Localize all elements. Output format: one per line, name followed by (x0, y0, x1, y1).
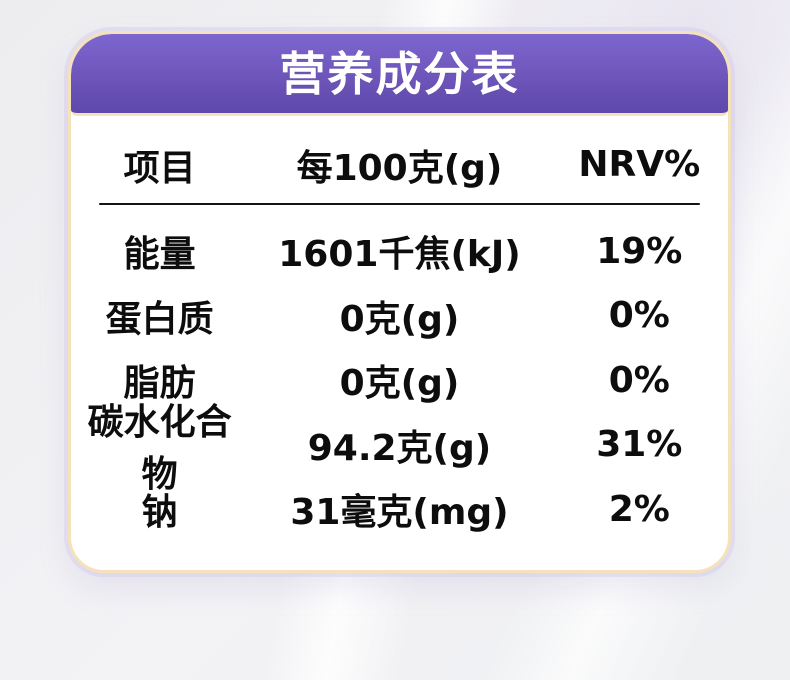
nutrient-amount: 31毫克(mg) (290, 492, 509, 534)
nutrient-name: 钠 (141, 492, 178, 534)
nutrition-table: 项目 每100克(g) NRV% 能量 1601千焦(kJ) 19% 蛋白质 0… (71, 116, 728, 542)
column-header-per-100g: 每100克(g) (296, 147, 503, 189)
nutrient-nrv: 19% (596, 230, 683, 272)
nutrient-name: 脂肪 (123, 363, 196, 405)
column-header-nrv: NRV% (578, 144, 701, 185)
table-row-carbohydrate: 碳水化合物 94.2克(g) 31% (71, 402, 728, 495)
table-row-energy: 能量 1601千焦(kJ) 19% (71, 219, 728, 284)
nutrient-amount: 94.2克(g) (307, 427, 492, 469)
table-row-protein: 蛋白质 0克(g) 0% (71, 284, 728, 349)
nutrition-title: 营养成分表 (279, 46, 520, 101)
nutrient-nrv: 0% (608, 359, 670, 401)
header-divider (99, 203, 700, 205)
nutrition-facts-card: 营养成分表 项目 每100克(g) NRV% 能量 1601千焦(kJ) 19%… (68, 31, 731, 573)
nutrient-amount: 0克(g) (339, 363, 460, 405)
nutrient-name: 蛋白质 (105, 298, 214, 340)
table-body: 能量 1601千焦(kJ) 19% 蛋白质 0克(g) 0% 脂肪 0克(g) … (71, 205, 728, 542)
nutrient-amount: 0克(g) (339, 298, 460, 340)
column-header-item: 项目 (123, 147, 196, 189)
nutrition-card-header: 营养成分表 (71, 34, 728, 116)
nutrient-nrv: 31% (596, 424, 683, 466)
nutrient-nrv: 0% (608, 295, 670, 337)
nutrient-name: 能量 (123, 234, 196, 276)
nutrient-name: 碳水化合物 (87, 401, 232, 495)
table-header-row: 项目 每100克(g) NRV% (71, 116, 728, 203)
nutrient-nrv: 2% (608, 488, 670, 530)
table-row-sodium: 钠 31毫克(mg) 2% (71, 477, 728, 542)
table-row-fat: 脂肪 0克(g) 0% (71, 348, 728, 413)
nutrient-amount: 1601千焦(kJ) (278, 234, 521, 276)
